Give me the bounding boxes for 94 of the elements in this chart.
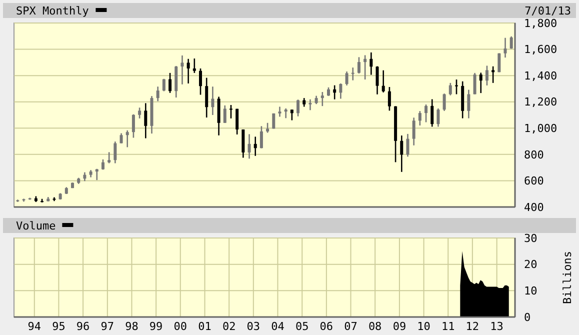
candlestick	[205, 77, 208, 118]
candlestick	[467, 89, 470, 119]
y-tick-label: 800	[524, 148, 544, 162]
candlestick	[479, 72, 482, 94]
candlestick	[199, 68, 202, 96]
x-tick-label: 11	[441, 320, 455, 333]
candlestick	[320, 91, 324, 107]
candlestick	[357, 56, 360, 74]
y-tick-label: 1,000	[524, 122, 558, 135]
candlestick	[108, 152, 111, 164]
x-tick-label: 98	[125, 320, 138, 333]
y-tick-label: 0	[524, 310, 531, 324]
candlestick	[242, 128, 245, 158]
candlestick	[126, 130, 129, 148]
candlestick	[138, 106, 142, 120]
candlestick	[229, 104, 232, 120]
candlestick	[120, 132, 123, 144]
y-tick-label: 1,600	[524, 43, 558, 56]
candlestick	[473, 72, 476, 95]
x-tick-label: 08	[368, 320, 382, 333]
candlestick	[448, 82, 452, 96]
x-tick-label: 13	[490, 320, 504, 333]
x-tick-label: 95	[52, 320, 66, 333]
x-tick-label: 02	[222, 320, 236, 333]
candlestick	[339, 82, 342, 100]
y-tick-label: 10	[524, 284, 538, 298]
x-tick-label: 97	[100, 320, 114, 333]
candlestick	[351, 66, 354, 81]
candlestick	[260, 126, 263, 149]
candlestick	[162, 78, 166, 92]
x-tick-label: 96	[76, 320, 90, 333]
chart-title: SPX Monthly	[16, 4, 90, 18]
candlestick	[364, 54, 367, 80]
candlestick	[180, 54, 184, 86]
x-tick-label: 07	[344, 320, 358, 333]
candlestick	[412, 116, 416, 146]
candlestick	[406, 133, 410, 158]
y-tick-label: 30	[524, 232, 538, 245]
candlestick	[498, 52, 501, 73]
y-axis-title: Billions	[561, 251, 574, 304]
candlestick	[132, 114, 135, 138]
candlestick	[376, 66, 379, 96]
x-tick-label: 94	[28, 320, 42, 333]
y-tick-label: 400	[524, 200, 544, 214]
candlestick	[436, 108, 440, 128]
y-tick-label: 1,400	[524, 69, 558, 82]
candlestick	[333, 84, 336, 100]
candlestick	[442, 92, 446, 112]
candlestick	[192, 58, 196, 74]
candlestick	[211, 86, 214, 116]
candlestick	[186, 58, 190, 84]
chart-title: Volume	[16, 220, 56, 232]
candlestick	[424, 104, 428, 123]
candlestick	[510, 36, 513, 50]
x-tick-label: 01	[198, 320, 212, 333]
x-tick-label: 10	[417, 320, 430, 333]
candlestick	[345, 70, 348, 86]
candlestick	[254, 136, 257, 157]
x-tick-label: 00	[174, 320, 188, 333]
candlestick	[168, 72, 172, 94]
candlestick	[248, 134, 251, 160]
text: 7/01/13	[524, 4, 571, 18]
candlestick	[156, 86, 160, 102]
candlestick	[504, 37, 507, 58]
candlestick	[308, 98, 312, 111]
candlestick	[144, 102, 148, 139]
candlestick	[492, 66, 495, 84]
x-tick-label: 06	[320, 320, 334, 333]
x-tick-label: 99	[149, 320, 163, 333]
candlestick	[236, 108, 239, 136]
candlestick	[388, 86, 391, 112]
y-tick-label: 1,800	[524, 16, 558, 30]
candlestick	[418, 110, 422, 126]
x-tick-label: 12	[466, 320, 480, 333]
candlestick	[485, 65, 488, 86]
x-tick-label: 03	[246, 320, 260, 333]
candlestick	[114, 140, 117, 164]
candlestick	[430, 98, 434, 128]
candlestick	[400, 134, 404, 173]
candlestick	[370, 52, 373, 76]
y-tick-label: 600	[524, 174, 544, 188]
candlestick	[284, 108, 288, 119]
x-tick-label: 04	[271, 320, 285, 333]
y-tick-label: 1,200	[524, 96, 558, 109]
candlestick	[382, 70, 385, 94]
candlestick	[278, 106, 282, 118]
x-tick-label: 09	[392, 320, 406, 333]
candlestick	[296, 98, 300, 117]
y-tick-label: 20	[524, 258, 538, 272]
candlestick	[223, 104, 226, 124]
candlestick	[454, 78, 458, 95]
x-tick-label: 05	[295, 320, 309, 333]
candlestick	[266, 122, 270, 134]
candlestick	[290, 108, 294, 121]
